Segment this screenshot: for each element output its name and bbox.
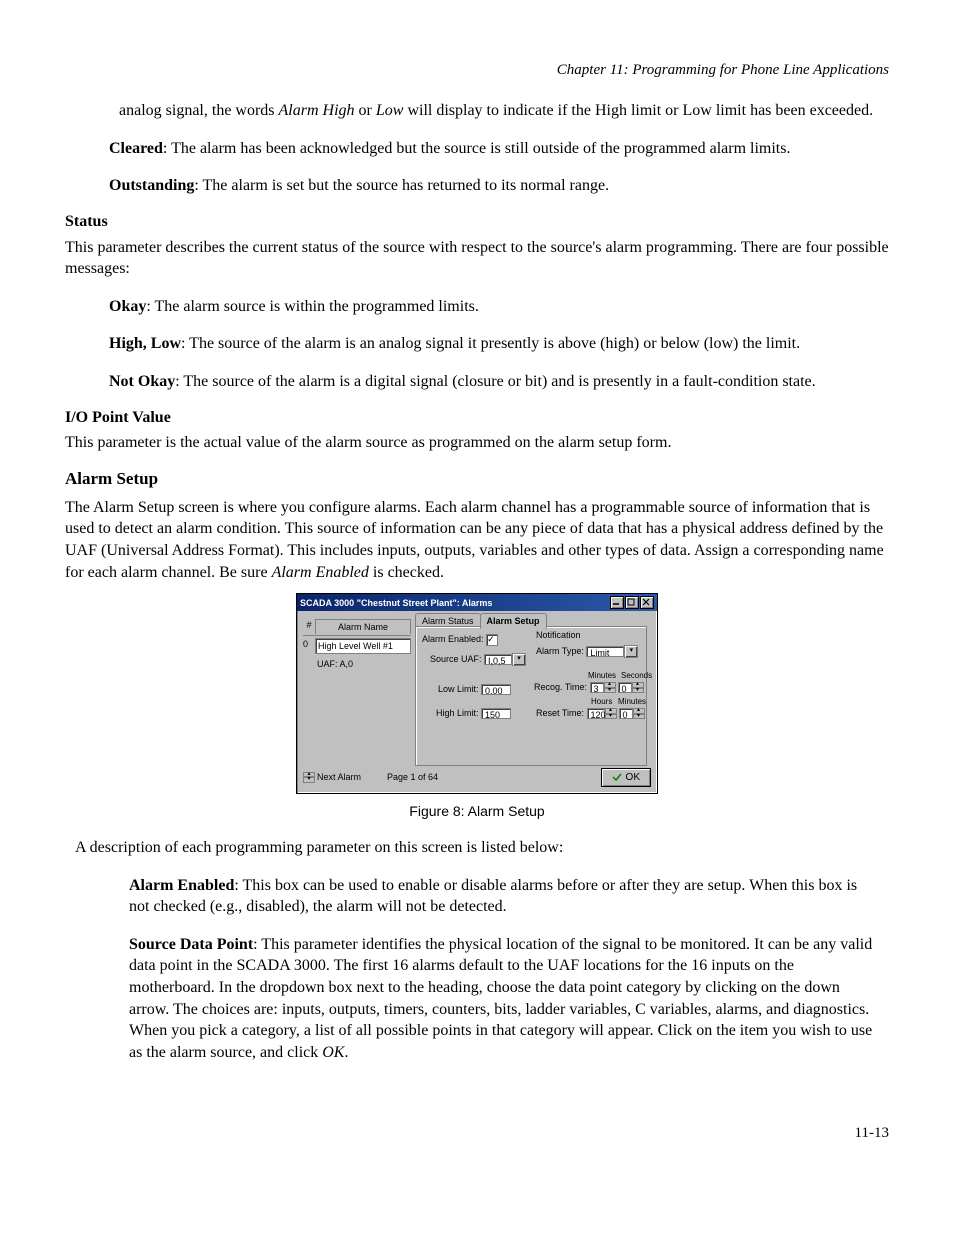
alarm-num-header: # <box>303 619 315 634</box>
alarm-enabled-checkbox[interactable] <box>486 634 498 646</box>
high-limit-label: High Limit: <box>436 708 479 718</box>
def-text: : The alarm has been acknowledged but th… <box>163 140 791 157</box>
window-body: # Alarm Name 0 High Level Well #1 UAF: A… <box>297 611 657 793</box>
status-paragraph: This parameter describes the current sta… <box>65 237 889 280</box>
maximize-button[interactable] <box>625 596 639 609</box>
reset-hours-input[interactable]: 120 <box>587 708 605 719</box>
alarm-row-num: 0 <box>303 638 315 654</box>
def-text: : This parameter identifies the physical… <box>129 936 872 1061</box>
def-term: High, Low <box>109 335 181 352</box>
alarm-row[interactable]: 0 High Level Well #1 <box>303 638 411 654</box>
source-uaf-dropdown-icon[interactable]: ▾ <box>512 653 526 666</box>
def-okay: Okay: The alarm source is within the pro… <box>109 296 879 318</box>
source-uaf-row: Source UAF: I,0,5▾ <box>430 653 526 666</box>
window-footer: ▴▾ Next Alarm Page 1 of 64 OK <box>303 768 651 788</box>
recog-time-row: Recog. Time: 3▴▾0▴▾ <box>534 681 644 693</box>
uaf-label: UAF: A,0 <box>317 658 411 670</box>
italic-text: Low <box>376 102 404 119</box>
close-button[interactable] <box>640 596 654 609</box>
text: analog signal, the words <box>119 102 279 119</box>
def-outstanding: Outstanding: The alarm is set but the so… <box>109 175 879 197</box>
def-text-tail: . <box>344 1044 348 1061</box>
def-text: : The alarm is set but the source has re… <box>194 177 609 194</box>
minimize-button[interactable] <box>610 596 624 609</box>
alarm-enabled-row: Alarm Enabled: <box>422 633 498 646</box>
source-uaf-input[interactable]: I,0,5 <box>484 654 512 665</box>
alarm-setup-screenshot: SCADA 3000 "Chestnut Street Plant": Alar… <box>296 593 658 794</box>
heading-io-point: I/O Point Value <box>65 407 889 429</box>
next-alarm-spinner[interactable]: ▴▾ <box>303 772 315 783</box>
intro-paragraph: analog signal, the words Alarm High or L… <box>119 100 889 122</box>
io-point-paragraph: This parameter is the actual value of th… <box>65 432 889 454</box>
alarm-list-column: # Alarm Name 0 High Level Well #1 UAF: A… <box>303 619 411 670</box>
notification-label: Notification <box>536 629 581 641</box>
text: The Alarm Setup screen is where you conf… <box>65 499 884 581</box>
text: is checked. <box>369 564 444 581</box>
def-text: : The source of the alarm is a digital s… <box>175 373 815 390</box>
page-number: 11-13 <box>65 1123 889 1143</box>
reset-min-spinner[interactable]: ▴▾ <box>633 708 645 719</box>
ok-button-label: OK <box>626 771 640 785</box>
ok-button[interactable]: OK <box>601 768 651 788</box>
recog-time-label: Recog. Time: <box>534 682 587 692</box>
low-limit-label: Low Limit: <box>438 684 479 694</box>
def-term: Not Okay <box>109 373 175 390</box>
italic-text: OK <box>322 1044 344 1061</box>
recog-sec-spinner[interactable]: ▴▾ <box>632 682 644 693</box>
source-uaf-label: Source UAF: <box>430 654 482 664</box>
def-cleared: Cleared: The alarm has been acknowledged… <box>109 138 879 160</box>
def-term: Cleared <box>109 140 163 157</box>
tab-alarm-setup[interactable]: Alarm Setup <box>480 613 547 629</box>
reset-hours-spinner[interactable]: ▴▾ <box>605 708 617 719</box>
recog-sec-input[interactable]: 0 <box>618 682 632 693</box>
alarm-type-select[interactable]: Limit <box>586 646 624 657</box>
reset-min-input[interactable]: 0 <box>619 708 633 719</box>
alarm-type-row: Alarm Type: Limit▾ <box>536 645 638 658</box>
check-icon <box>612 773 622 781</box>
titlebar: SCADA 3000 "Chestnut Street Plant": Alar… <box>297 594 657 611</box>
def-term: Outstanding <box>109 177 194 194</box>
alarm-enabled-label: Alarm Enabled: <box>422 634 484 644</box>
alarm-setup-panel: Alarm Enabled: Source UAF: I,0,5▾ Low Li… <box>415 626 647 766</box>
recog-min-spinner[interactable]: ▴▾ <box>604 682 616 693</box>
reset-time-label: Reset Time: <box>536 708 584 718</box>
alarm-type-label: Alarm Type: <box>536 646 584 656</box>
next-alarm-label: Next Alarm <box>317 771 361 783</box>
text: will display to indicate if the High lim… <box>403 102 873 119</box>
alarm-name-header: Alarm Name <box>315 619 411 634</box>
low-limit-input[interactable]: 0.00 <box>481 684 511 695</box>
reset-time-row: Reset Time: 120▴▾0▴▾ <box>536 707 645 719</box>
high-limit-input[interactable]: 150 <box>481 708 511 719</box>
window-title: SCADA 3000 "Chestnut Street Plant": Alar… <box>300 597 609 609</box>
page-of-label: Page 1 of 64 <box>387 771 438 783</box>
heading-alarm-setup: Alarm Setup <box>65 468 889 491</box>
def-text: : This box can be used to enable or disa… <box>129 877 857 916</box>
def-text: : The alarm source is within the program… <box>146 298 479 315</box>
def-notokay: Not Okay: The source of the alarm is a d… <box>109 371 879 393</box>
post-figure-paragraph: A description of each programming parame… <box>75 837 889 859</box>
def-term: Okay <box>109 298 146 315</box>
def-source-data-point: Source Data Point: This parameter identi… <box>129 934 879 1064</box>
italic-text: Alarm Enabled <box>272 564 369 581</box>
text: or <box>355 102 376 119</box>
alarm-row-name[interactable]: High Level Well #1 <box>315 638 411 654</box>
alarm-setup-paragraph: The Alarm Setup screen is where you conf… <box>65 497 889 583</box>
footer-left: ▴▾ Next Alarm Page 1 of 64 <box>303 771 438 783</box>
def-highlow: High, Low: The source of the alarm is an… <box>109 333 879 355</box>
italic-text: Alarm High <box>279 102 355 119</box>
recog-min-input[interactable]: 3 <box>590 682 604 693</box>
def-term: Source Data Point <box>129 936 253 953</box>
def-text: : The source of the alarm is an analog s… <box>181 335 800 352</box>
alarm-table-header: # Alarm Name <box>303 619 411 636</box>
low-limit-row: Low Limit: 0.00 <box>438 683 511 695</box>
def-term: Alarm Enabled <box>129 877 234 894</box>
alarm-type-dropdown-icon[interactable]: ▾ <box>624 645 638 658</box>
high-limit-row: High Limit: 150 <box>436 707 511 719</box>
def-alarm-enabled: Alarm Enabled: This box can be used to e… <box>129 875 879 918</box>
heading-status: Status <box>65 211 889 233</box>
figure-caption: Figure 8: Alarm Setup <box>65 802 889 821</box>
chapter-header: Chapter 11: Programming for Phone Line A… <box>65 60 889 80</box>
